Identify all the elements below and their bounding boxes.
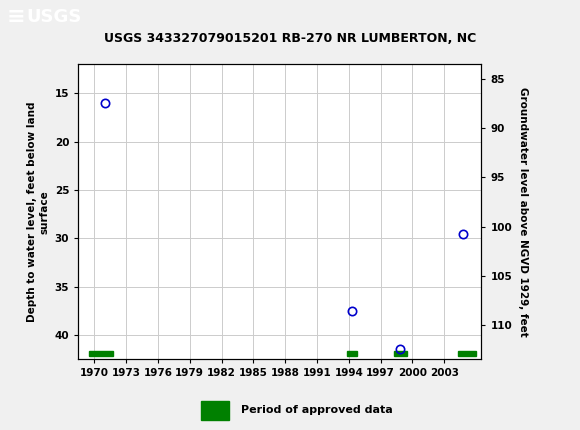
Text: Period of approved data: Period of approved data <box>241 405 393 415</box>
Bar <box>201 401 229 420</box>
Bar <box>458 350 476 356</box>
Y-axis label: Groundwater level above NGVD 1929, feet: Groundwater level above NGVD 1929, feet <box>518 87 528 337</box>
Bar <box>347 350 357 356</box>
Text: USGS 343327079015201 RB-270 NR LUMBERTON, NC: USGS 343327079015201 RB-270 NR LUMBERTON… <box>104 32 476 45</box>
Text: ≡: ≡ <box>7 7 26 27</box>
Y-axis label: Depth to water level, feet below land
surface: Depth to water level, feet below land su… <box>27 101 49 322</box>
Text: USGS: USGS <box>26 8 81 26</box>
Bar <box>89 350 113 356</box>
Bar <box>394 350 407 356</box>
